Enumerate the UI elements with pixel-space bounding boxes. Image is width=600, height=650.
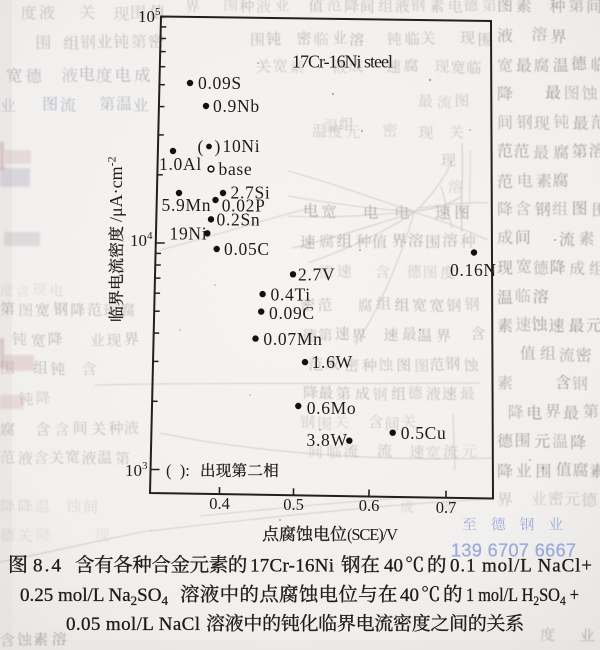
svg-text:2.7Si: 2.7Si [231, 183, 271, 203]
svg-text:5.9Mn: 5.9Mn [162, 195, 212, 215]
svg-text:(: ( [198, 137, 204, 157]
svg-text:0.25 mol/L Na2SO4: 0.25 mol/L Na2SO4 [20, 585, 168, 608]
svg-text:0.07Mn: 0.07Mn [263, 329, 322, 349]
svg-text:0.9Nb: 0.9Nb [213, 96, 260, 116]
svg-text:0.4: 0.4 [209, 494, 230, 513]
svg-text:/μA·cm-2: /μA·cm-2 [105, 156, 127, 222]
svg-text:1.0Al: 1.0Al [159, 154, 202, 174]
svg-text:40: 40 [384, 556, 403, 577]
svg-text:0.6: 0.6 [359, 496, 380, 515]
svg-text:0.1 mol/L NaCl+: 0.1 mol/L NaCl+ [450, 556, 592, 577]
svg-text:0.05C: 0.05C [224, 239, 270, 259]
svg-text:8.4: 8.4 [33, 556, 62, 577]
svg-text:0.7: 0.7 [436, 498, 457, 517]
svg-text:19Ni: 19Ni [170, 224, 208, 244]
svg-text:17Cr-16Ni steel: 17Cr-16Ni steel [292, 52, 393, 72]
svg-text:139 6707 6667: 139 6707 6667 [451, 541, 577, 561]
svg-text:0.2Sn: 0.2Sn [217, 210, 261, 230]
svg-text:0.5: 0.5 [283, 495, 304, 514]
svg-text:(SCE)/V: (SCE)/V [347, 525, 398, 544]
svg-text:0.05 mol/L NaCl: 0.05 mol/L NaCl [66, 614, 200, 635]
svg-text:0.5Cu: 0.5Cu [401, 423, 447, 443]
svg-text:base: base [219, 159, 253, 179]
svg-text:0.09S: 0.09S [198, 73, 242, 93]
svg-text:0.02P: 0.02P [222, 196, 266, 216]
svg-text:0.4Ti: 0.4Ti [271, 285, 311, 305]
svg-text:( ):: ( ): [166, 461, 190, 480]
svg-text:0.6Mo: 0.6Mo [307, 398, 357, 418]
svg-text:): ) [215, 137, 221, 157]
svg-text:1.6W: 1.6W [312, 352, 353, 372]
svg-text:2.7V: 2.7V [298, 265, 335, 285]
svg-text:3.8W: 3.8W [307, 430, 348, 450]
svg-text:0.16N: 0.16N [450, 260, 497, 280]
svg-text:40: 40 [400, 585, 419, 606]
svg-text:10Ni: 10Ni [223, 136, 261, 156]
svg-text:17Cr-16Ni: 17Cr-16Ni [250, 556, 334, 577]
svg-text:0.09C: 0.09C [269, 303, 315, 323]
svg-text:1 mol/L H2SO4 +: 1 mol/L H2SO4 + [466, 586, 579, 608]
